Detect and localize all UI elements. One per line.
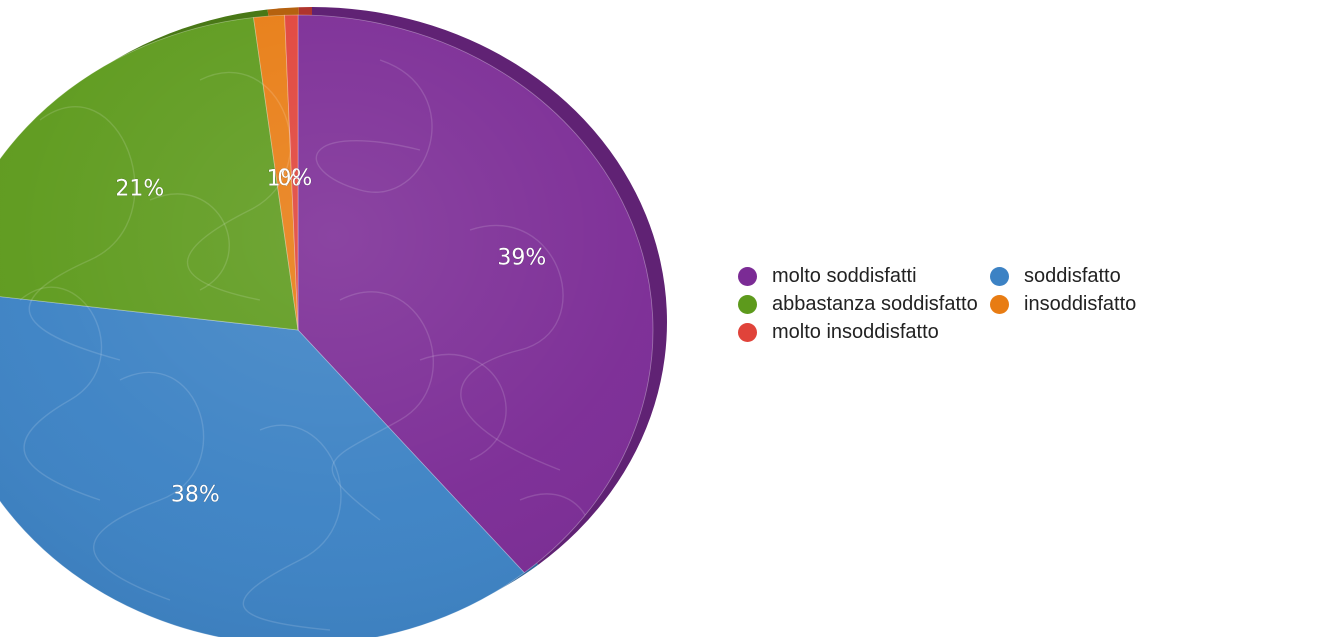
legend-label: molto insoddisfatto [772,320,939,343]
legend-swatch [738,322,757,342]
legend-item[interactable]: molto soddisfatti [738,265,990,287]
legend-item[interactable]: molto insoddisfatto [738,321,990,343]
pie-slice-label: 0% [277,166,312,191]
pie-labels: 39% 38% 21% 1%0% [115,166,546,508]
pie-texture-stroke [419,353,507,461]
legend-item[interactable]: insoddisfatto [990,293,1250,315]
legend-swatch [990,294,1009,314]
pie-texture-stroke [331,291,435,521]
pie-texture-stroke [242,424,342,631]
legend-swatch [738,294,757,314]
pie-slice-label: 38% [171,483,220,508]
pie-texture-stroke [460,224,564,471]
legend-item[interactable]: soddisfatto [990,265,1250,287]
pie-texture-stroke [28,106,136,361]
pie-texture-stroke [19,286,103,501]
pie-texture-stroke [149,193,230,291]
legend-swatch [738,266,757,286]
pie-texture-stroke [93,371,205,601]
legend-label: soddisfatto [1024,264,1121,287]
pie-svg: 39% 38% 21% 1%0% [0,7,667,637]
pie-slice-label: 21% [115,177,164,202]
pie-shine [0,15,653,637]
pie-texture-stroke [187,71,292,301]
legend-label: molto soddisfatti [772,264,917,287]
pie-slice-label: 39% [497,246,546,271]
pie-pattern [0,15,653,637]
legend-label: insoddisfatto [1024,292,1137,315]
legend-item[interactable]: abbastanza soddisfatto [738,293,990,315]
pie-slice-label: 1% [267,166,302,191]
pie-texture-stroke [315,59,433,193]
legend-label: abbastanza soddisfatto [772,292,978,315]
legend: molto soddisfatti soddisfatto abbastanza s… [738,265,1308,343]
legend-swatch [990,266,1009,286]
